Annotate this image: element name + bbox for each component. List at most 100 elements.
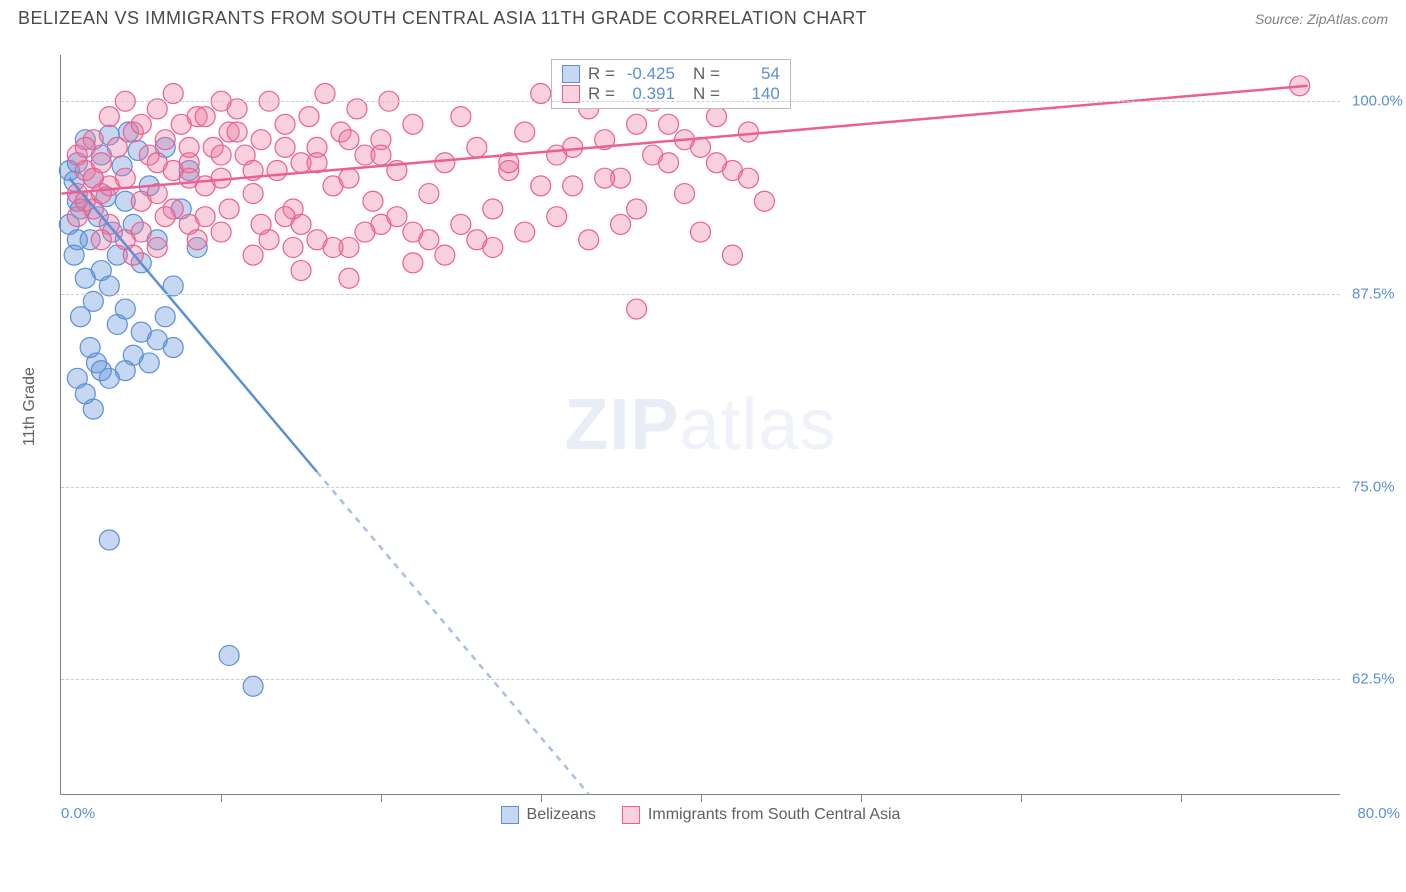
data-point bbox=[467, 137, 487, 157]
data-point bbox=[107, 137, 127, 157]
data-point bbox=[531, 176, 551, 196]
data-point bbox=[243, 184, 263, 204]
scatter-svg bbox=[61, 55, 1340, 794]
data-point bbox=[91, 230, 111, 250]
data-point bbox=[659, 114, 679, 134]
data-point bbox=[371, 145, 391, 165]
x-tick bbox=[1021, 794, 1022, 802]
data-point bbox=[691, 222, 711, 242]
data-point bbox=[71, 307, 91, 327]
stats-swatch-blue bbox=[562, 65, 580, 83]
data-point bbox=[754, 191, 774, 211]
x-tick bbox=[221, 794, 222, 802]
data-point bbox=[251, 130, 271, 150]
data-point bbox=[99, 530, 119, 550]
data-point bbox=[419, 184, 439, 204]
data-point bbox=[219, 199, 239, 219]
x-tick bbox=[1181, 794, 1182, 802]
data-point bbox=[291, 214, 311, 234]
chart-plot-area: ZIPatlas R =-0.425 N =54 R =0.391 N =140… bbox=[60, 55, 1340, 795]
data-point bbox=[403, 253, 423, 273]
data-point bbox=[483, 237, 503, 257]
data-point bbox=[515, 122, 535, 142]
data-point bbox=[83, 399, 103, 419]
data-point bbox=[187, 230, 207, 250]
data-point bbox=[706, 153, 726, 173]
data-point bbox=[483, 199, 503, 219]
data-point bbox=[515, 222, 535, 242]
data-point bbox=[722, 245, 742, 265]
data-point bbox=[219, 645, 239, 665]
y-tick-label: 87.5% bbox=[1352, 285, 1406, 302]
legend-item-blue: Belizeans bbox=[501, 806, 596, 824]
data-point bbox=[451, 107, 471, 127]
data-point bbox=[738, 122, 758, 142]
data-point bbox=[147, 153, 167, 173]
data-point bbox=[115, 361, 135, 381]
data-point bbox=[451, 214, 471, 234]
data-point bbox=[363, 191, 383, 211]
data-point bbox=[211, 145, 231, 165]
data-point bbox=[75, 137, 95, 157]
data-point bbox=[147, 237, 167, 257]
data-point bbox=[339, 130, 359, 150]
gridline bbox=[61, 294, 1340, 295]
data-point bbox=[67, 368, 87, 388]
data-point bbox=[155, 130, 175, 150]
data-point bbox=[75, 191, 95, 211]
y-tick-label: 75.0% bbox=[1352, 478, 1406, 495]
legend: Belizeans Immigrants from South Central … bbox=[501, 806, 901, 824]
data-point bbox=[595, 168, 615, 188]
y-tick-label: 62.5% bbox=[1352, 671, 1406, 688]
gridline bbox=[61, 487, 1340, 488]
data-point bbox=[115, 299, 135, 319]
gridline bbox=[61, 101, 1340, 102]
source-label: Source: ZipAtlas.com bbox=[1255, 11, 1388, 27]
data-point bbox=[283, 237, 303, 257]
data-point bbox=[251, 214, 271, 234]
data-point bbox=[563, 137, 583, 157]
data-point bbox=[339, 168, 359, 188]
data-point bbox=[435, 245, 455, 265]
x-tick bbox=[701, 794, 702, 802]
legend-item-pink: Immigrants from South Central Asia bbox=[622, 806, 901, 824]
data-point bbox=[738, 168, 758, 188]
legend-label-pink: Immigrants from South Central Asia bbox=[648, 806, 901, 824]
y-axis-label: 11th Grade bbox=[21, 367, 39, 446]
data-point bbox=[163, 338, 183, 358]
data-point bbox=[179, 137, 199, 157]
data-point bbox=[611, 214, 631, 234]
data-point bbox=[547, 207, 567, 227]
data-point bbox=[355, 222, 375, 242]
data-point bbox=[243, 245, 263, 265]
data-point bbox=[339, 268, 359, 288]
y-tick-label: 100.0% bbox=[1352, 93, 1406, 110]
data-point bbox=[435, 153, 455, 173]
data-point bbox=[139, 353, 159, 373]
data-point bbox=[403, 114, 423, 134]
data-point bbox=[131, 222, 151, 242]
data-point bbox=[155, 307, 175, 327]
gridline bbox=[61, 679, 1340, 680]
chart-title: BELIZEAN VS IMMIGRANTS FROM SOUTH CENTRA… bbox=[18, 8, 867, 29]
data-point bbox=[387, 207, 407, 227]
x-tick bbox=[861, 794, 862, 802]
data-point bbox=[627, 199, 647, 219]
x-tick bbox=[541, 794, 542, 802]
legend-label-blue: Belizeans bbox=[527, 806, 596, 824]
data-point bbox=[179, 168, 199, 188]
trend-line bbox=[317, 472, 589, 794]
data-point bbox=[323, 237, 343, 257]
data-point bbox=[299, 107, 319, 127]
data-point bbox=[275, 114, 295, 134]
data-point bbox=[706, 107, 726, 127]
legend-swatch-blue bbox=[501, 806, 519, 824]
data-point bbox=[99, 107, 119, 127]
data-point bbox=[155, 207, 175, 227]
data-point bbox=[627, 299, 647, 319]
data-point bbox=[419, 230, 439, 250]
data-point bbox=[579, 230, 599, 250]
data-point bbox=[99, 276, 119, 296]
data-point bbox=[195, 107, 215, 127]
data-point bbox=[275, 137, 295, 157]
